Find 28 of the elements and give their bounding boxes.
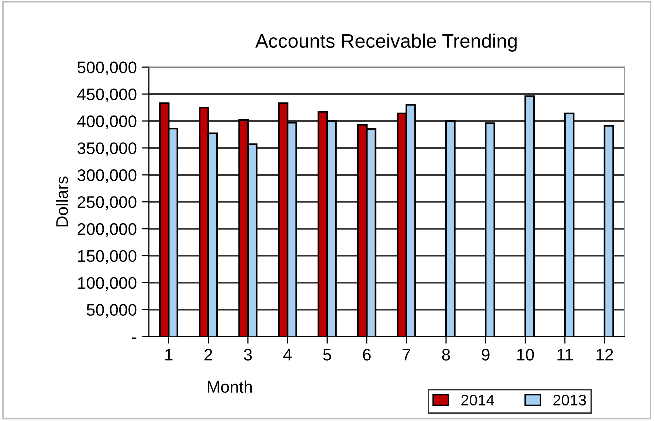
x-tick-label: 12 <box>596 349 614 361</box>
y-tick-label: 150,000 <box>78 250 137 264</box>
y-tick-label: 450,000 <box>77 88 137 102</box>
y-tick-label: 300,000 <box>78 170 137 184</box>
y-axis-title: Dollars <box>56 176 68 227</box>
legend-label: 2014 <box>462 394 494 406</box>
x-tick-label: 6 <box>363 349 371 361</box>
x-tick-label: 1 <box>166 349 173 361</box>
x-tick-label: 3 <box>244 349 252 361</box>
x-tick-label: 4 <box>284 349 292 361</box>
y-tick-label: 400,000 <box>77 116 137 130</box>
y-tick-label: 250,000 <box>78 196 137 210</box>
x-tick-label: 7 <box>402 349 410 361</box>
x-tick-label: 2 <box>204 349 212 361</box>
x-tick-label: 8 <box>442 349 450 361</box>
y-tick-label: 350,000 <box>78 142 137 156</box>
x-tick-label: 10 <box>518 349 534 361</box>
x-tick-label: 11 <box>558 349 573 361</box>
chart-title: Accounts Receivable Trending <box>256 34 517 52</box>
y-tick-label: 500,000 <box>78 62 137 76</box>
y-tick-label: - <box>132 338 137 340</box>
x-tick-label: 9 <box>482 349 490 361</box>
x-axis-title: Month <box>208 380 252 394</box>
x-tick-label: 5 <box>323 349 332 361</box>
y-tick-label: 100,000 <box>78 277 137 292</box>
y-tick-label: 50,000 <box>87 304 137 318</box>
legend-label: 2013 <box>554 394 586 406</box>
y-tick-label: 200,000 <box>78 223 137 238</box>
